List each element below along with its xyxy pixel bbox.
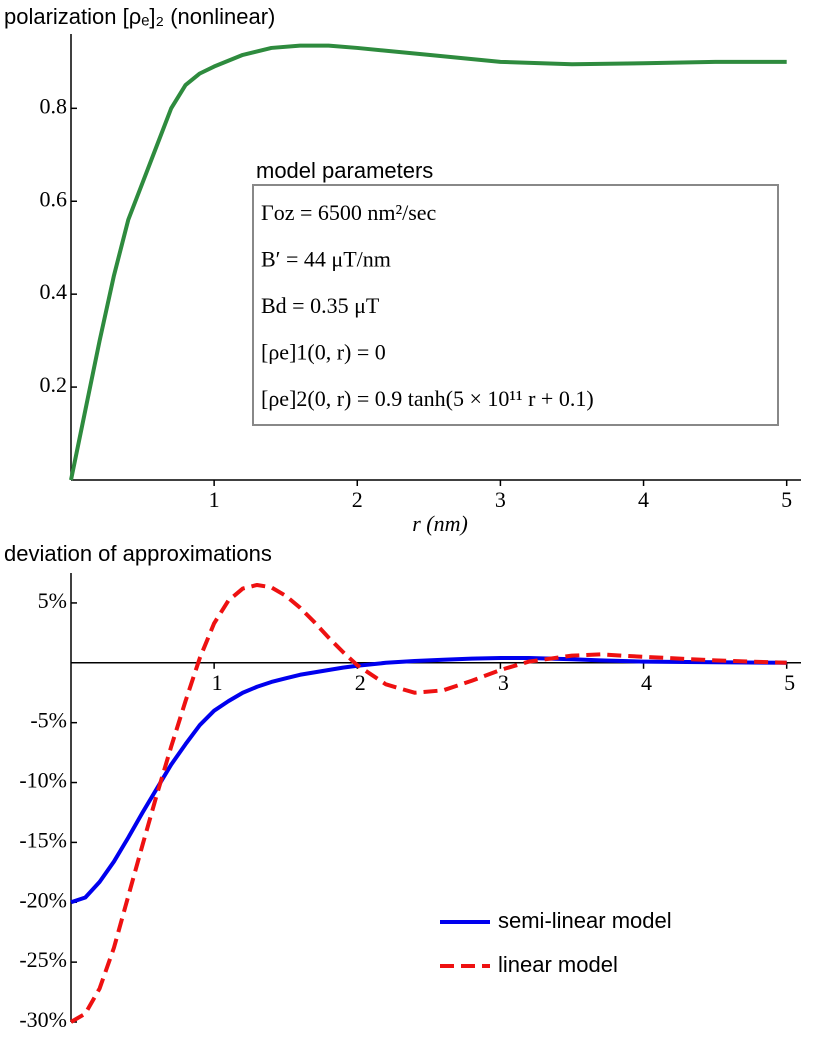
annotation-box — [252, 184, 779, 426]
y-tick-label: -20% — [19, 887, 67, 912]
y-tick-label: -25% — [19, 947, 67, 972]
x-tick-label: 2 — [355, 670, 366, 695]
x-tick-label: 3 — [498, 670, 509, 695]
y-tick-label: -5% — [30, 708, 67, 733]
y-tick-label: 0.4 — [40, 279, 68, 304]
legend-label: linear model — [498, 952, 618, 977]
x-tick-label: 1 — [212, 670, 223, 695]
x-tick-label: 4 — [638, 487, 649, 512]
legend-label: semi-linear model — [498, 908, 672, 933]
data-line — [69, 582, 787, 1024]
annotation-line: [ρe]2(0, r) = 0.9 tanh(5 × 10¹¹ r + 0.1) — [261, 386, 594, 411]
annotation-line: B′ = 44 μT/nm — [261, 247, 391, 272]
x-tick-label: 5 — [781, 487, 792, 512]
data-line — [69, 43, 787, 481]
chart-title: deviation of approximations — [4, 541, 272, 566]
x-tick-label: 3 — [495, 487, 506, 512]
x-tick-label: 5 — [784, 670, 795, 695]
y-tick-label: 0.8 — [40, 93, 68, 118]
annotation-title: model parameters — [256, 158, 433, 183]
y-tick-label: -10% — [19, 768, 67, 793]
x-tick-label: 2 — [352, 487, 363, 512]
x-tick-label: 4 — [641, 670, 652, 695]
y-tick-label: -15% — [19, 827, 67, 852]
chart-title: polarization [ρₑ]₂ (nonlinear) — [4, 4, 275, 29]
annotation-line: Bd = 0.35 μT — [261, 293, 380, 318]
y-tick-label: -30% — [19, 1007, 67, 1032]
y-tick-label: 0.6 — [40, 186, 68, 211]
annotation-line: [ρe]1(0, r) = 0 — [261, 340, 386, 365]
y-tick-label: 5% — [38, 588, 67, 613]
x-tick-label: 1 — [209, 487, 220, 512]
y-tick-label: 0.2 — [40, 372, 68, 397]
data-line — [70, 656, 787, 905]
x-axis-label: r (nm) — [412, 511, 468, 536]
annotation-line: Γoz = 6500 nm²/sec — [261, 200, 437, 225]
